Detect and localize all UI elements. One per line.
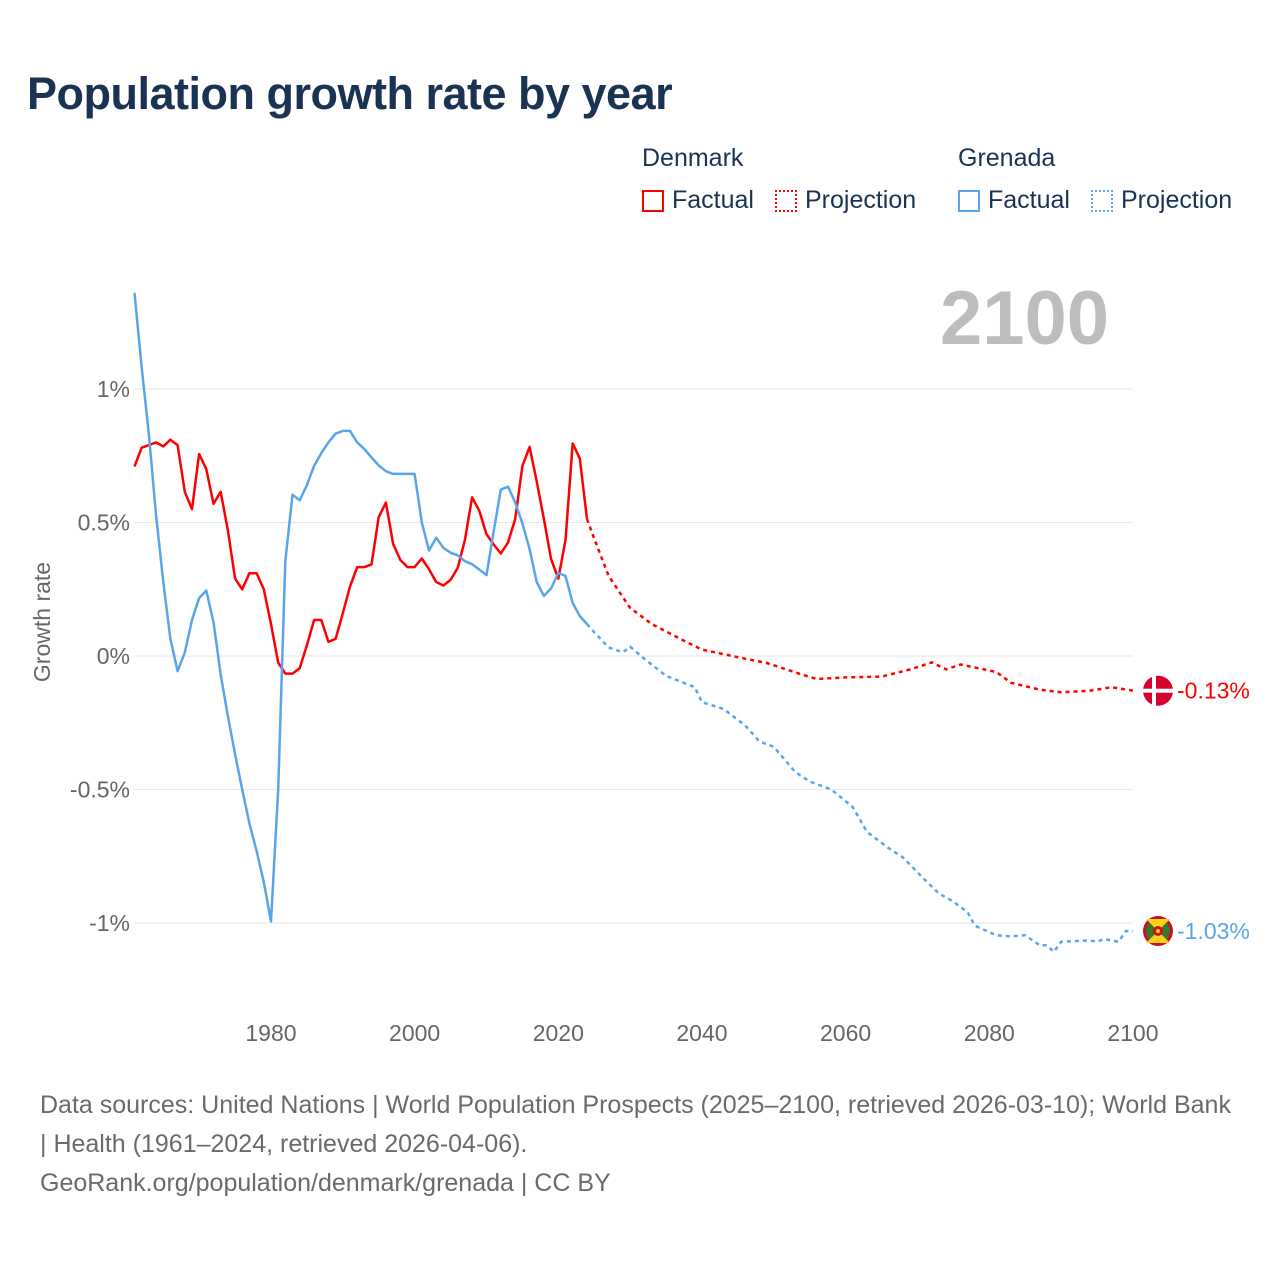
x-tick-label: 1980 <box>245 1020 296 1046</box>
legend-title-grenada: Grenada <box>958 144 1056 172</box>
x-tick-label: 2060 <box>820 1020 871 1046</box>
x-tick-label: 2000 <box>389 1020 440 1046</box>
end-value-label-grenada: -1.03% <box>1177 918 1250 944</box>
y-tick-label: -1% <box>89 910 130 936</box>
legend-label: Factual <box>988 186 1070 214</box>
current-year-label: 2100 <box>940 276 1110 361</box>
x-tick-label: 2100 <box>1107 1020 1158 1046</box>
y-tick-label: 1% <box>97 376 130 402</box>
legend-item-denmark-factual[interactable]: Factual <box>642 186 754 215</box>
legend-title-denmark: Denmark <box>642 144 744 172</box>
grenada-flag-icon <box>1143 916 1173 947</box>
chart-title: Population growth rate by year <box>27 68 673 119</box>
x-tick-label: 2020 <box>533 1020 584 1046</box>
y-tick-label: 0% <box>97 643 130 669</box>
sources: Data sources: United Nations | World Pop… <box>40 1086 1240 1203</box>
end-value-label-denmark: -0.13% <box>1177 678 1250 704</box>
series-line-denmark-factual <box>133 438 589 675</box>
legend-item-denmark-projection[interactable]: Projection <box>775 186 916 215</box>
series-line-denmark-projection <box>585 518 1134 694</box>
x-tick-label: 2080 <box>964 1020 1015 1046</box>
x-tick-label: 2040 <box>676 1020 727 1046</box>
source-text: Data sources: United Nations | World Pop… <box>40 1091 1231 1158</box>
source-link[interactable]: GeoRank.org/population/denmark/grenada |… <box>40 1169 611 1197</box>
legend-item-grenada-projection[interactable]: Projection <box>1091 186 1232 215</box>
y-tick-label: -0.5% <box>70 777 130 803</box>
legend-label: Projection <box>805 186 917 214</box>
dotted-swatch-icon <box>1091 189 1113 212</box>
dotted-swatch-icon <box>775 189 797 212</box>
legend-label: Projection <box>1121 186 1233 214</box>
series-line-grenada-factual <box>133 292 588 923</box>
legend-label: Factual <box>672 186 754 214</box>
solid-swatch-icon <box>958 189 980 212</box>
denmark-flag-icon <box>1143 675 1173 706</box>
y-axis-label: Growth rate <box>29 562 55 682</box>
series-line-grenada-projection <box>586 623 1133 954</box>
y-tick-label: 0.5% <box>78 510 130 536</box>
solid-swatch-icon <box>642 189 664 212</box>
legend-item-grenada-factual[interactable]: Factual <box>958 186 1070 215</box>
